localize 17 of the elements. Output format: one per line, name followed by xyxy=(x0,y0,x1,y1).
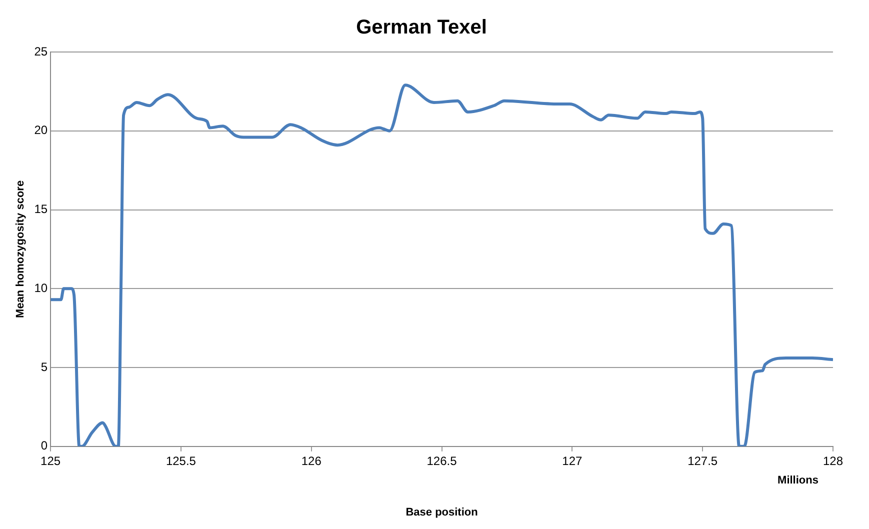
x-tick-label: 125 xyxy=(40,454,61,468)
y-tick-label: 10 xyxy=(34,280,48,295)
y-tick-label: 15 xyxy=(34,202,48,216)
x-tick-label: 128 xyxy=(822,454,844,468)
y-axis-title: Mean homozygosity score xyxy=(14,180,27,318)
y-tick-label: 0 xyxy=(40,438,48,453)
x-tick-label: 127.5 xyxy=(688,454,718,468)
x-axis-title: Base position xyxy=(406,506,478,518)
x-tick-label: 126.5 xyxy=(426,454,458,468)
x-tick-label: 127 xyxy=(562,454,583,468)
x-tick-label: 125.5 xyxy=(166,454,196,468)
x-tick-label: 126 xyxy=(301,454,322,468)
y-tick-label: 25 xyxy=(34,44,48,58)
text: Millions xyxy=(778,474,818,486)
y-tick-label: 20 xyxy=(34,123,48,138)
y-tick-label: 5 xyxy=(40,360,48,374)
chart-title: German Texel xyxy=(356,16,487,39)
